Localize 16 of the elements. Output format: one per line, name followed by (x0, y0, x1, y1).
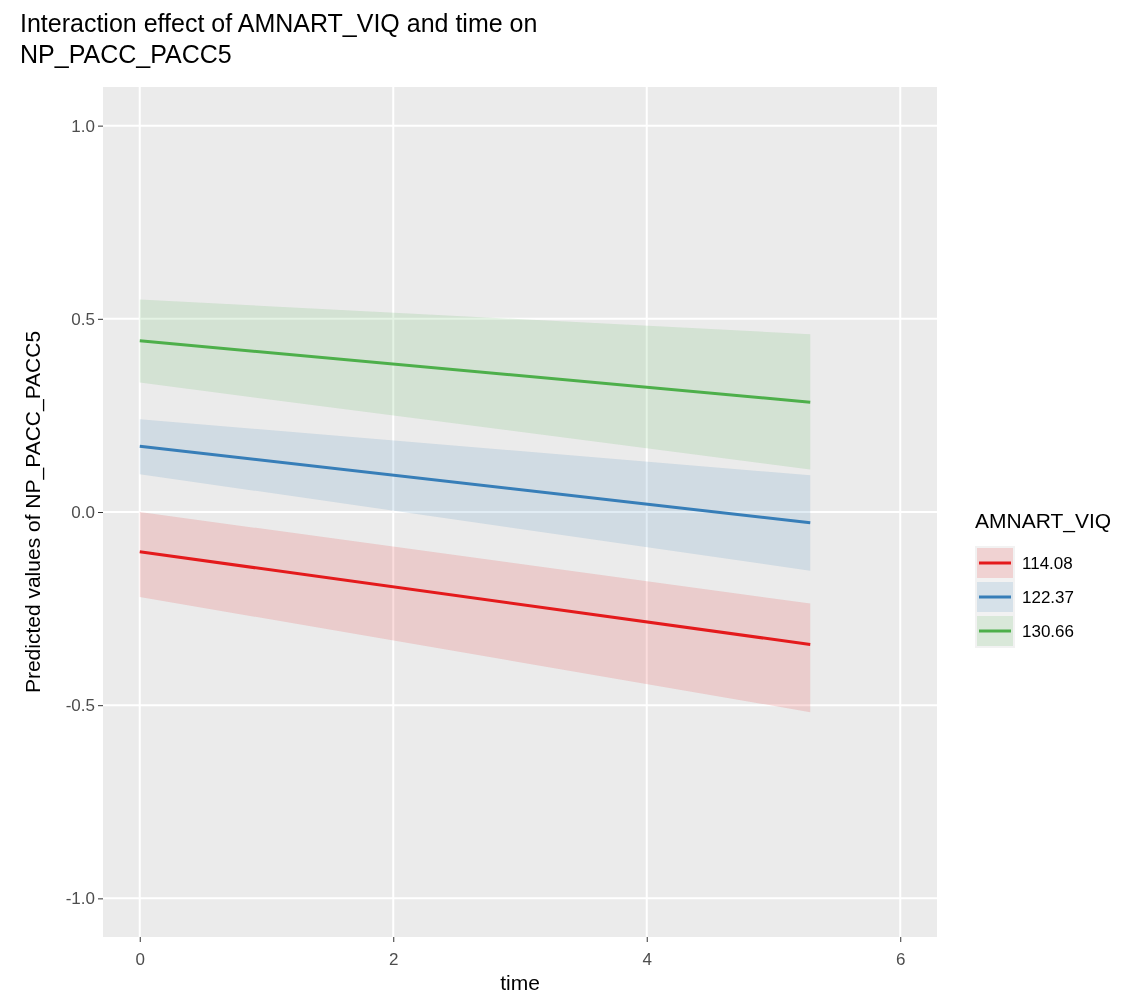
x-axis-title: time (500, 971, 540, 994)
x-tick-label: 6 (896, 950, 906, 970)
legend-label: 122.37 (1022, 588, 1074, 607)
x-tick-label: 4 (642, 950, 652, 970)
legend-title: AMNART_VIQ (975, 509, 1112, 533)
chart-title: Interaction effect of AMNART_VIQ and time on NP_PACC_PACC5 (20, 9, 538, 68)
y-tick-label: -1.0 (65, 889, 95, 909)
legend-label: 130.66 (1022, 622, 1074, 641)
y-tick-label: -0.5 (65, 696, 95, 716)
x-tick-label: 0 (135, 950, 145, 970)
y-tick-label: 1.0 (71, 116, 95, 136)
legend-label: 114.08 (1022, 554, 1073, 573)
x-tick-label: 2 (389, 950, 399, 970)
y-tick-label: 0.5 (71, 309, 95, 329)
y-axis-title: Predicted values of NP_PACC_PACC5 (21, 330, 45, 694)
y-tick-label: 0.0 (71, 502, 95, 522)
